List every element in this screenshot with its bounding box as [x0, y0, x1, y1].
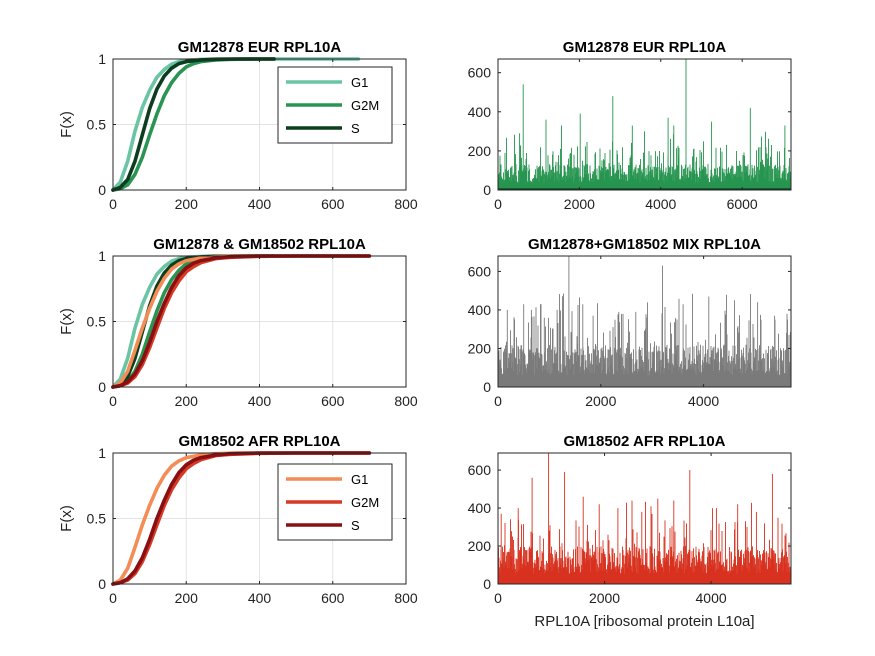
x-axis: 0 2000 4000 6000	[494, 59, 758, 212]
chart-title: GM12878+GM18502 MIX RPL10A	[528, 236, 761, 253]
y-tick-label: 0	[483, 576, 491, 592]
x-tick-label: 800	[394, 590, 418, 606]
chart-title: GM12878 & GM18502 RPL10A	[153, 236, 366, 253]
x-tick-label: 4000	[645, 196, 676, 212]
x-tick-label: 400	[248, 590, 272, 606]
x-tick-label: 6000	[727, 196, 758, 212]
y-tick-label: 600	[468, 65, 492, 81]
axes-box	[497, 58, 792, 191]
legend-label-g2m: G2M	[351, 98, 379, 113]
legend-label-g1: G1	[351, 75, 368, 90]
y-tick-label: 0	[483, 379, 491, 395]
x-tick-label: 400	[248, 393, 272, 409]
x-tick-label: 0	[494, 196, 502, 212]
chart-title: GM12878 EUR RPL10A	[563, 39, 727, 56]
x-tick-label: 200	[175, 196, 199, 212]
y-tick-label: 1	[98, 248, 106, 264]
y-axis: 00.51	[87, 51, 406, 198]
y-tick-label: 0.5	[87, 511, 107, 527]
y-axis: 0 200 400 600	[468, 263, 791, 395]
y-tick-label: 0	[98, 576, 106, 592]
chart-title: GM12878 EUR RPL10A	[178, 39, 342, 56]
legend-label-s: S	[351, 121, 360, 136]
series-line-s	[111, 451, 372, 586]
x-tick-label: 600	[321, 196, 345, 212]
x-tick-label: 0	[494, 393, 502, 409]
y-tick-label: 400	[468, 500, 492, 516]
y-axis-label: F(x)	[58, 505, 75, 532]
chart-title: GM18502 AFR RPL10A	[179, 433, 341, 450]
x-axis: 0 200 400 600 800	[109, 59, 418, 212]
y-tick-label: 600	[468, 263, 492, 279]
y-tick-label: 200	[468, 538, 492, 554]
y-tick-label: 0	[483, 182, 491, 198]
axes-box	[497, 452, 792, 585]
panel-2: 0 2000 4000 6000 0 200 400 600 GM12878 EUR RPL10…	[468, 39, 792, 212]
x-tick-label: 200	[175, 590, 199, 606]
panel-6: 0 2000 4000 0 200 400 600 GM18502 AFR RPL10A RPL…	[468, 433, 792, 630]
legend: G1 G2M S	[277, 66, 393, 144]
x-tick-label: 800	[394, 196, 418, 212]
x-axis: 0 200 400 600 800	[109, 256, 418, 409]
y-axis-label: F(x)	[58, 308, 75, 335]
x-tick-label: 600	[321, 590, 345, 606]
panel-4: 0 2000 4000 0 200 400 600 GM12878+GM18502 MIX R…	[468, 236, 792, 409]
y-axis-label: F(x)	[58, 111, 75, 138]
x-axis: 0 2000 4000	[494, 256, 719, 409]
y-tick-label: 0	[98, 182, 106, 198]
y-tick-label: 1	[98, 51, 106, 67]
y-tick-label: 200	[468, 340, 492, 356]
y-tick-label: 1	[98, 445, 106, 461]
axes-box	[497, 255, 792, 388]
chart-title: GM18502 AFR RPL10A	[564, 433, 726, 450]
y-tick-label: 0	[98, 379, 106, 395]
x-tick-label: 2000	[585, 393, 616, 409]
x-tick-label: 600	[321, 393, 345, 409]
legend-label-s: S	[351, 518, 360, 533]
legend: G1 G2M S	[277, 463, 393, 541]
y-tick-label: 0.5	[87, 314, 107, 330]
legend-label-g2m: G2M	[351, 495, 379, 510]
y-tick-label: 400	[468, 302, 492, 318]
y-tick-label: 200	[468, 143, 492, 159]
x-tick-label: 400	[248, 196, 272, 212]
y-tick-label: 400	[468, 104, 492, 120]
x-tick-label: 200	[175, 393, 199, 409]
x-tick-label: 0	[109, 196, 117, 212]
series-line-6	[111, 254, 372, 389]
x-tick-label: 2000	[589, 590, 620, 606]
x-tick-label: 4000	[696, 590, 727, 606]
x-tick-label: 800	[394, 393, 418, 409]
y-axis: 00.51	[87, 445, 406, 592]
x-tick-label: 0	[109, 393, 117, 409]
x-tick-label: 0	[109, 590, 117, 606]
x-axis: 0 2000 4000	[494, 453, 727, 606]
x-tick-label: 2000	[564, 196, 595, 212]
y-axis: 00.51	[87, 248, 406, 395]
x-tick-label: 4000	[688, 393, 719, 409]
y-tick-label: 0.5	[87, 117, 107, 133]
x-axis-label: RPL10A [ribosomal protein L10a]	[534, 613, 754, 630]
y-axis: 0 200 400 600	[468, 462, 791, 592]
y-axis: 0 200 400 600	[468, 65, 791, 198]
x-axis: 0 200 400 600 800	[109, 453, 418, 606]
y-tick-label: 600	[468, 462, 492, 478]
x-tick-label: 0	[494, 590, 502, 606]
legend-label-g1: G1	[351, 472, 368, 487]
